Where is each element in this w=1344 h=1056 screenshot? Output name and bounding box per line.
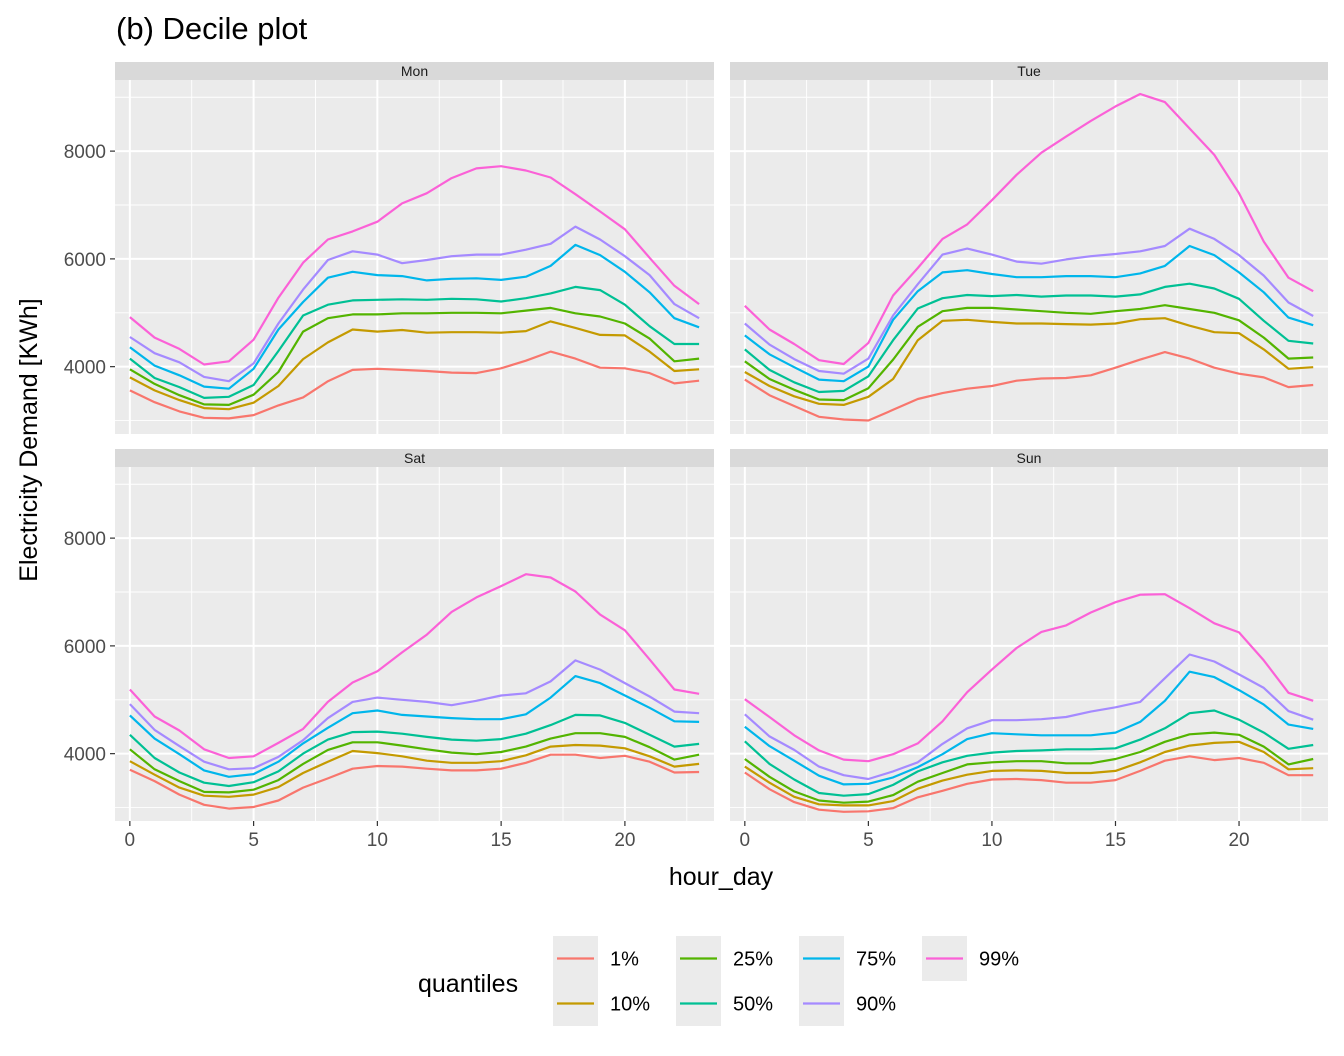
legend-label: 50% xyxy=(733,994,773,1016)
legend-label: 10% xyxy=(610,994,650,1016)
series-line-50pct xyxy=(129,285,700,399)
series-line-99pct xyxy=(129,573,700,760)
series-line-1pct xyxy=(744,755,1314,813)
series-line-90pct xyxy=(744,653,1314,781)
series-line-90pct xyxy=(129,225,700,383)
legend-item-90pct: 90% xyxy=(799,981,896,1026)
series-line-10pct xyxy=(744,740,1314,807)
strip-background xyxy=(115,62,714,80)
y-tick-label: 8000 xyxy=(64,529,106,550)
strip-label: Sat xyxy=(404,450,425,466)
x-tick-label: 0 xyxy=(125,830,136,851)
facet-panels: Mon 4000 6000 8000 Tue Sat 4000 6000 8000 0 5 10 15 2… xyxy=(64,62,1328,851)
panel-background xyxy=(115,80,714,434)
series-line-1pct xyxy=(129,350,700,420)
panel-sun: Sun 0 5 10 15 20 xyxy=(730,449,1328,851)
y-tick-label: 4000 xyxy=(64,745,106,766)
strip-background xyxy=(115,449,714,467)
x-tick-label: 10 xyxy=(981,830,1002,851)
x-tick-label: 10 xyxy=(367,830,388,851)
series-line-75pct xyxy=(744,670,1314,786)
x-tick-label: 20 xyxy=(614,830,635,851)
series-line-25pct xyxy=(744,304,1314,402)
strip-label: Mon xyxy=(401,63,428,79)
chart-title: (b) Decile plot xyxy=(116,11,308,46)
y-tick-label: 6000 xyxy=(64,250,106,271)
series-line-25pct xyxy=(129,732,700,794)
x-axis-title: hour_day xyxy=(669,863,774,891)
panel-tue: Tue xyxy=(730,62,1328,434)
series-line-10pct xyxy=(129,320,700,411)
legend-label: 75% xyxy=(856,949,896,971)
series-line-99pct xyxy=(744,92,1314,366)
x-tick-label: 0 xyxy=(740,830,751,851)
series-line-50pct xyxy=(744,709,1314,797)
panel-sat: Sat 4000 6000 8000 0 5 10 15 20 xyxy=(64,449,714,851)
series-line-50pct xyxy=(744,282,1314,394)
legend-item-10pct: 10% xyxy=(553,981,650,1026)
x-tick-label: 15 xyxy=(491,830,512,851)
series-line-99pct xyxy=(129,165,700,366)
series-line-1pct xyxy=(744,351,1314,422)
panel-mon: Mon 4000 6000 8000 xyxy=(64,62,714,434)
x-tick-label: 15 xyxy=(1105,830,1126,851)
y-tick-label: 8000 xyxy=(64,142,106,163)
strip-label: Tue xyxy=(1017,63,1041,79)
legend: quantiles 1% 10% 25% 50% 75% 90% 99% xyxy=(418,936,1019,1026)
x-tick-label: 5 xyxy=(248,830,259,851)
series-line-90pct xyxy=(129,659,700,771)
y-axis-title: Electricity Demand [KWh] xyxy=(15,298,43,581)
legend-keys: 1% 10% 25% 50% 75% 90% 99% xyxy=(553,936,1019,1026)
y-tick-label: 4000 xyxy=(64,358,106,379)
y-tick-label: 6000 xyxy=(64,637,106,658)
panel-background xyxy=(730,80,1328,434)
series-line-25pct xyxy=(744,731,1314,804)
legend-item-75pct: 75% xyxy=(799,936,896,981)
x-tick-label: 20 xyxy=(1228,830,1249,851)
strip-background xyxy=(730,449,1328,467)
series-line-10pct xyxy=(129,743,700,798)
series-line-10pct xyxy=(744,317,1314,406)
strip-background xyxy=(730,62,1328,80)
legend-label: 90% xyxy=(856,994,896,1016)
legend-item-25pct: 25% xyxy=(676,936,773,981)
series-line-99pct xyxy=(744,593,1314,763)
series-line-50pct xyxy=(129,713,700,788)
legend-label: 1% xyxy=(610,949,639,971)
legend-label: 99% xyxy=(979,949,1019,971)
series-line-75pct xyxy=(744,244,1314,383)
legend-item-1pct: 1% xyxy=(553,936,639,981)
series-line-90pct xyxy=(744,227,1314,375)
series-line-75pct xyxy=(129,243,700,390)
strip-label: Sun xyxy=(1017,450,1042,466)
legend-item-99pct: 99% xyxy=(922,936,1019,981)
legend-label: 25% xyxy=(733,949,773,971)
series-line-75pct xyxy=(129,674,700,778)
legend-item-50pct: 50% xyxy=(676,981,773,1026)
series-line-25pct xyxy=(129,306,700,406)
series-line-1pct xyxy=(129,753,700,810)
legend-title: quantiles xyxy=(418,970,518,998)
x-tick-label: 5 xyxy=(863,830,874,851)
